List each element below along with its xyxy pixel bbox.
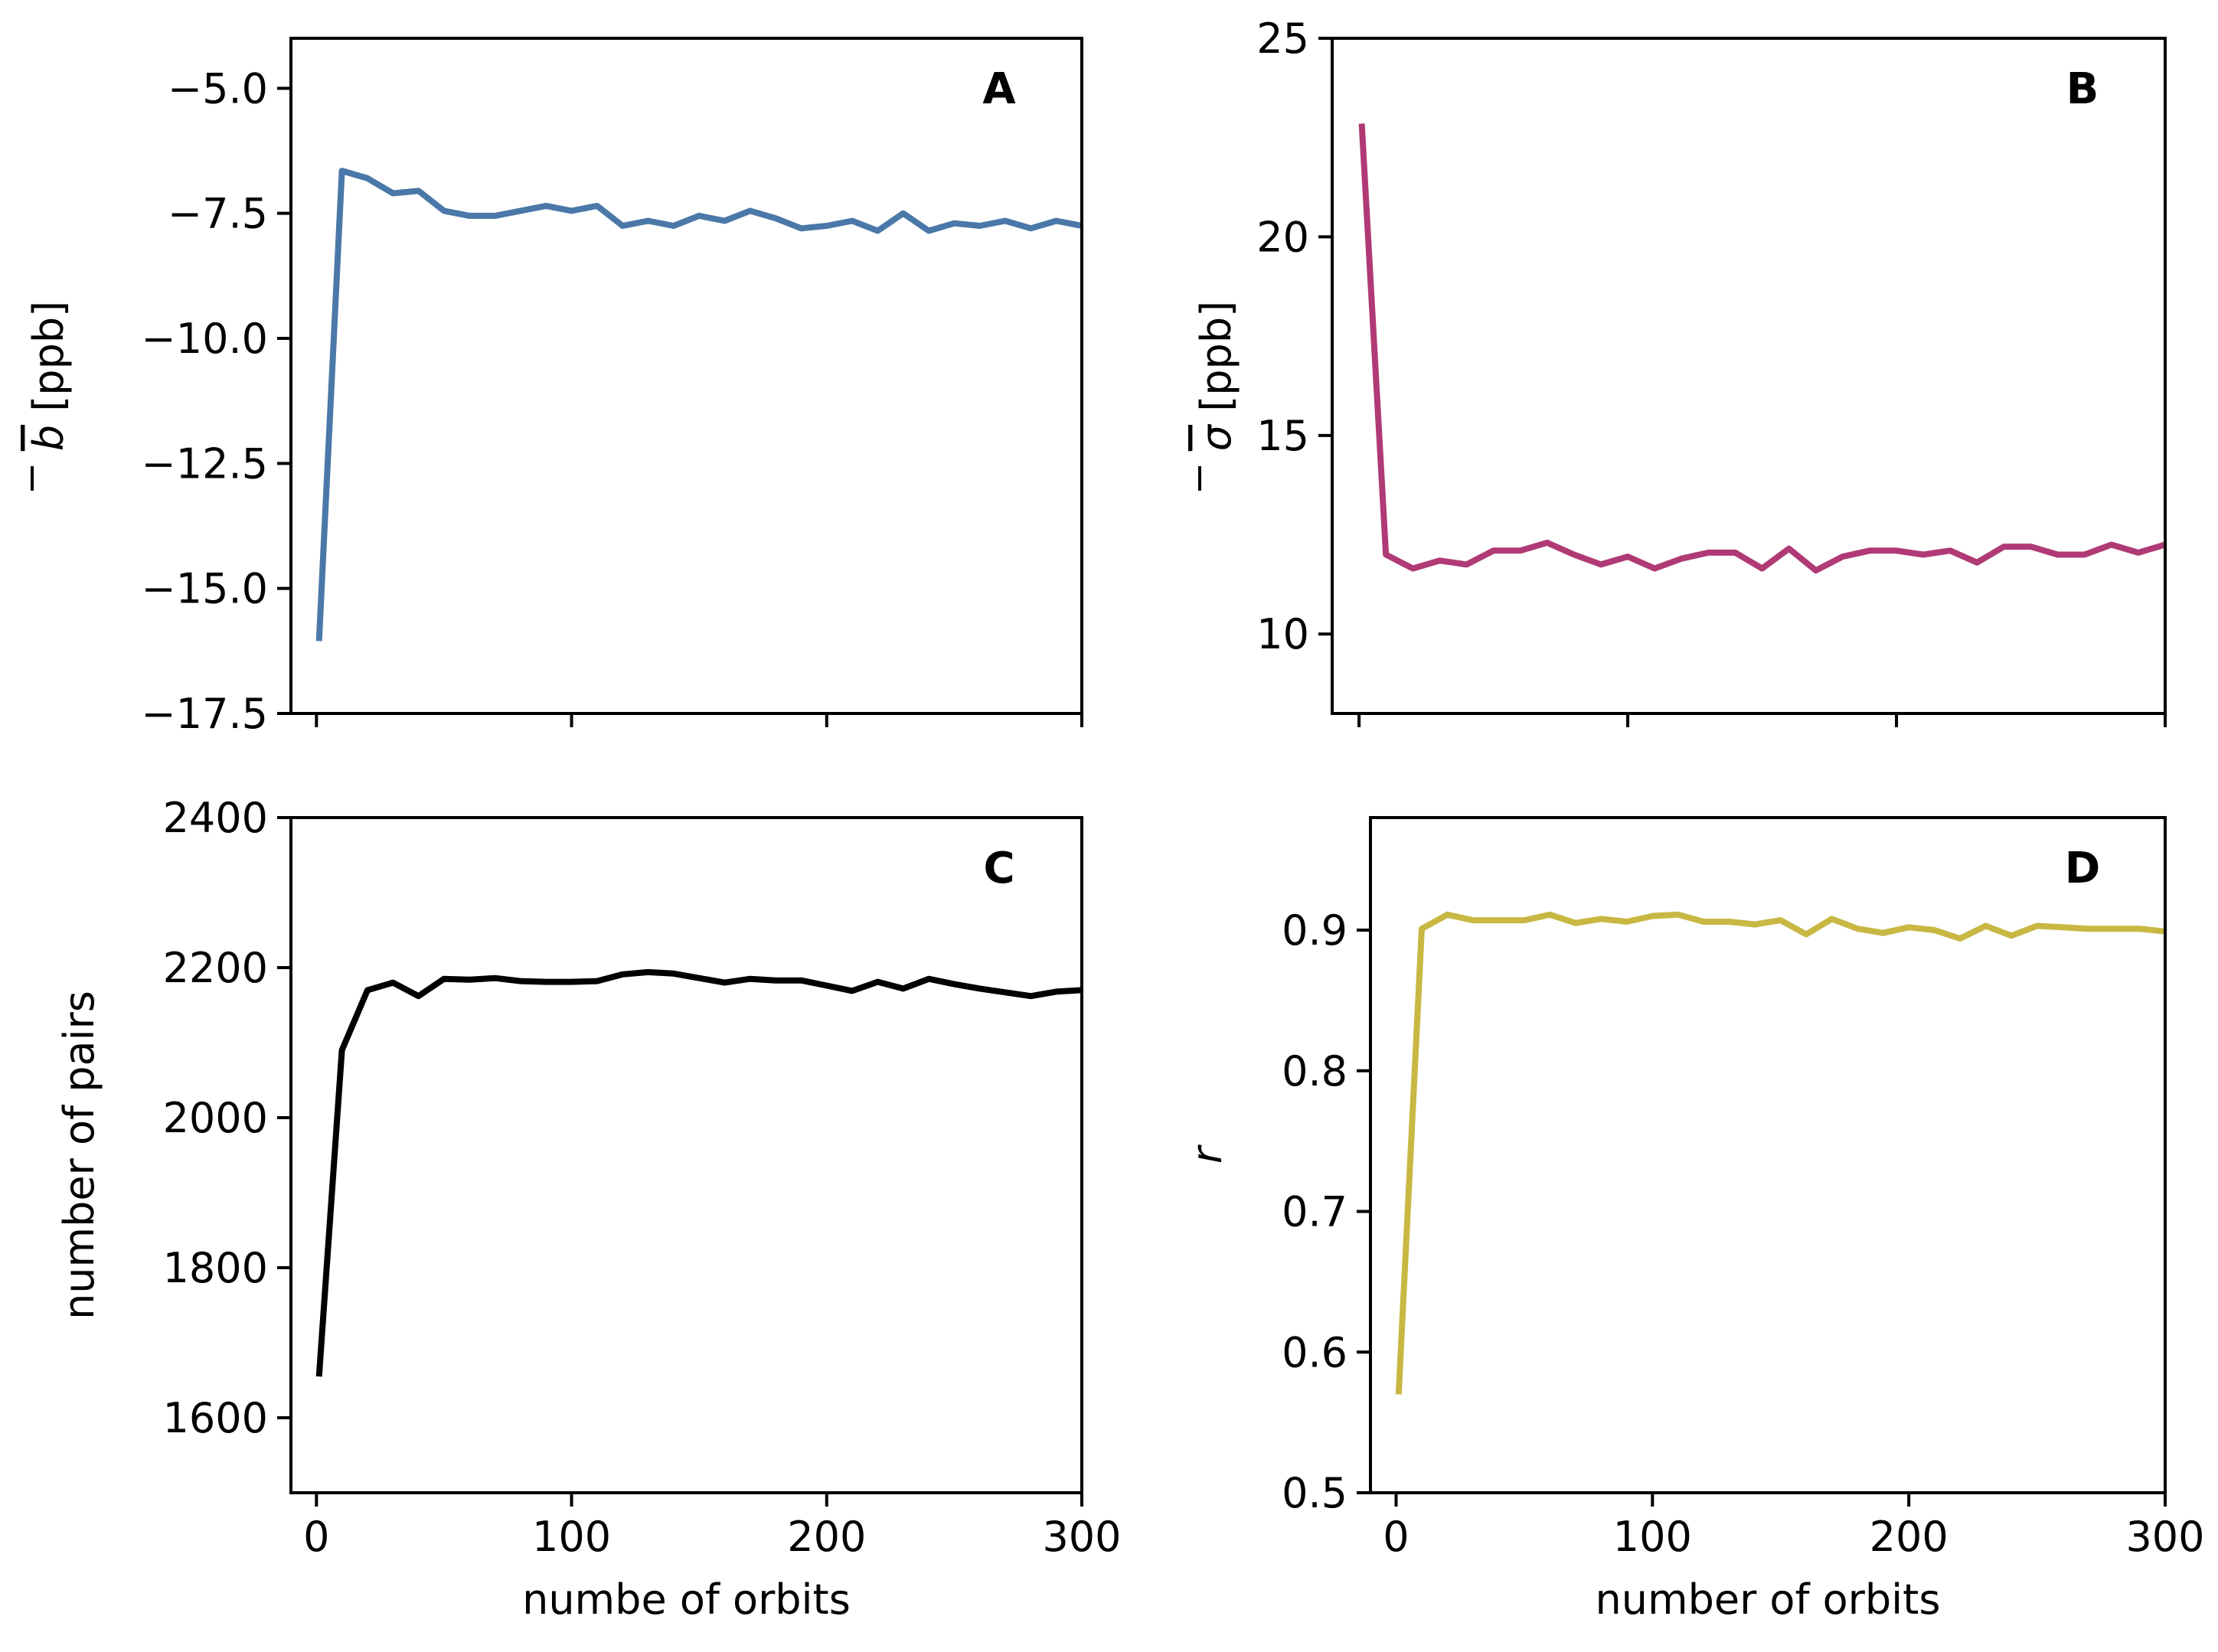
y-tick-label-c: 2000: [163, 1094, 268, 1142]
axes-frame-b: [1331, 37, 2167, 715]
x-tick-label-c: 200: [787, 1513, 866, 1561]
y-tick-label-a: −10.0: [142, 315, 268, 363]
panel-letter-d: D: [2065, 844, 2100, 893]
y-tick-label-d: 0.9: [1282, 906, 1347, 955]
x-tick-label-d: 300: [2125, 1513, 2204, 1561]
panel-b: 10 15 20 25 Bσ [ppb]: [1192, 15, 2167, 727]
panel-letter-c: C: [983, 844, 1014, 893]
y-tick-label-c: 2200: [163, 944, 268, 992]
y-tick-label-a: −15.0: [142, 565, 268, 613]
axes-frame-a: [289, 37, 1083, 715]
x-tick-label-d: 200: [1870, 1513, 1949, 1561]
x-tick-label-d: 0: [1383, 1513, 1409, 1561]
series-line-b: [1358, 123, 2165, 574]
series-line-c: [315, 968, 1082, 1377]
y-tick-label-b: 20: [1256, 213, 1309, 261]
y-axis-symbol-b: σ: [1192, 423, 1240, 451]
y-tick-label-d: 0.8: [1282, 1047, 1347, 1095]
y-tick-label-a: −7.5: [168, 190, 268, 238]
axes-frame-c: [289, 816, 1083, 1494]
series-line-d: [1395, 911, 2165, 1395]
y-tick-label-a: −5.0: [168, 64, 268, 113]
x-tick-label-c: 0: [303, 1513, 329, 1561]
y-tick-label-b: 25: [1256, 15, 1309, 63]
x-tick-label-c: 300: [1042, 1513, 1121, 1561]
y-tick-label-b: 10: [1256, 610, 1309, 658]
y-axis-symbol-a: b: [24, 425, 73, 451]
x-tick-label-d: 100: [1613, 1513, 1692, 1561]
y-axis-unit-b: [ppb]: [1192, 301, 1240, 425]
x-axis-label-c: numbe of orbits: [522, 1575, 851, 1624]
y-tick-label-d: 0.5: [1282, 1469, 1347, 1517]
y-tick-label-a: −17.5: [142, 690, 268, 738]
y-tick-label-d: 0.6: [1282, 1328, 1347, 1376]
y-tick-label-b: 15: [1256, 412, 1309, 460]
y-axis-label-a: b [ppb]: [24, 301, 73, 451]
panel-a: −17.5 −15.0 −12.5 −10.0 −7.5 −5.0 Ab [ppb]: [24, 37, 1083, 738]
y-tick-label-c: 1600: [163, 1394, 268, 1442]
y-tick-label-a: −12.5: [142, 439, 268, 488]
y-axis-unit-a: [ppb]: [24, 301, 73, 425]
panel-letter-b: B: [2066, 64, 2099, 114]
y-tick-label-d: 0.7: [1282, 1188, 1347, 1236]
y-axis-label-d: r: [1183, 1144, 1231, 1164]
y-tick-label-c: 2400: [163, 794, 268, 842]
x-tick-label-c: 100: [532, 1513, 611, 1561]
y-axis-label-b: σ [ppb]: [1192, 301, 1240, 451]
panel-letter-a: A: [982, 64, 1016, 114]
y-tick-label-c: 1800: [163, 1244, 268, 1292]
x-axis-label-d: number of orbits: [1596, 1575, 1941, 1624]
series-line-a: [315, 168, 1082, 642]
axes-frame-d: [1369, 816, 2167, 1494]
y-axis-label-c: number of pairs: [55, 991, 103, 1320]
